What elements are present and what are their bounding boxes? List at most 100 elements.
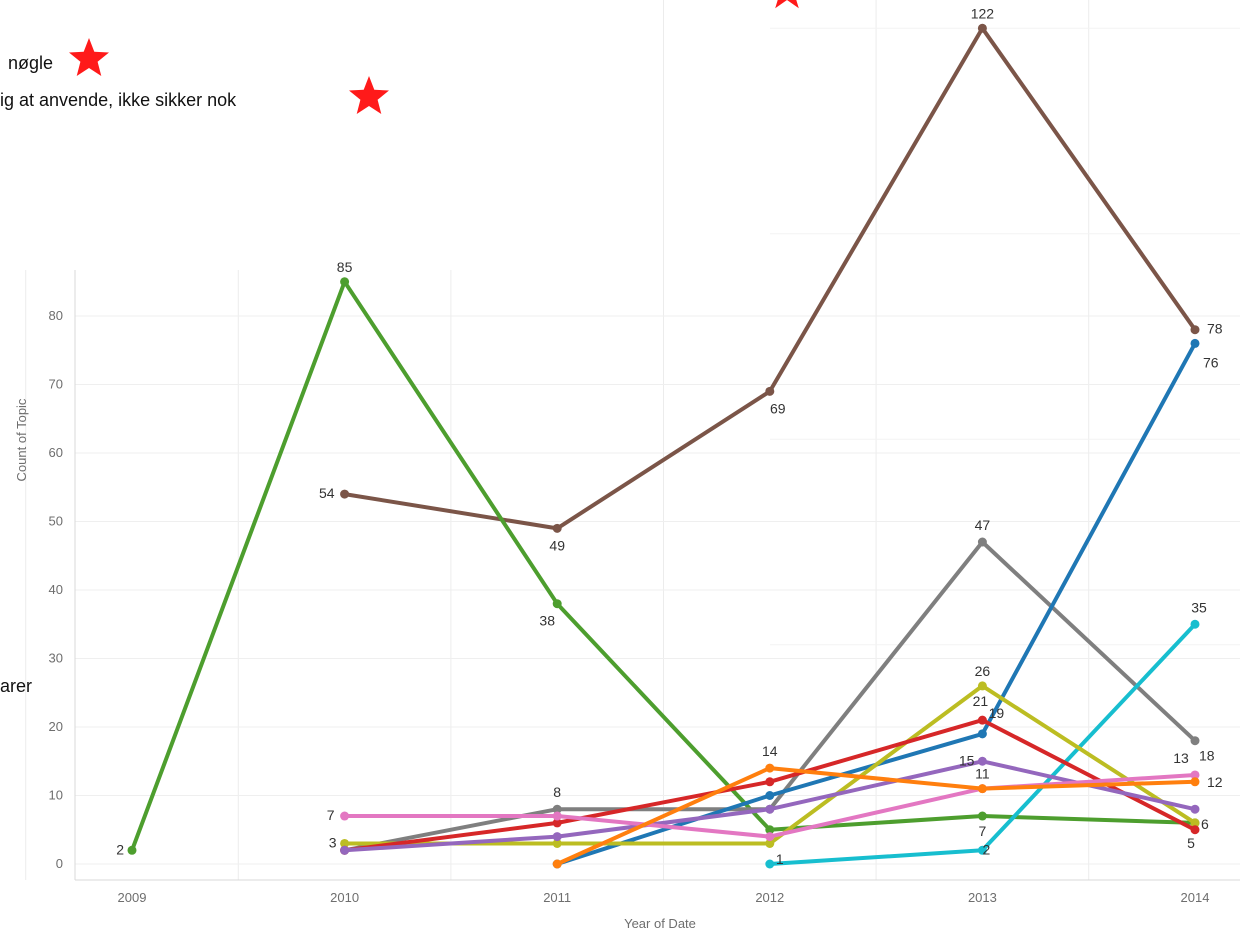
data-point xyxy=(977,811,987,821)
data-point xyxy=(765,763,775,773)
data-label: 13 xyxy=(1173,750,1189,766)
data-point xyxy=(340,838,350,848)
series-line xyxy=(342,540,1197,853)
data-label: 18 xyxy=(1199,748,1215,764)
data-point xyxy=(1190,619,1200,629)
data-point xyxy=(552,811,562,821)
data-label: 8 xyxy=(553,784,561,800)
data-point xyxy=(552,832,562,842)
star-icon xyxy=(349,76,389,114)
x-tick-label: 2011 xyxy=(543,890,571,905)
data-point xyxy=(765,838,775,848)
data-point xyxy=(552,804,562,814)
series-group xyxy=(127,23,1200,869)
y-tick-label: 80 xyxy=(49,308,63,323)
data-point xyxy=(552,599,562,609)
data-label: 15 xyxy=(959,752,975,768)
x-tick-label: 2012 xyxy=(755,890,784,905)
data-label: 2 xyxy=(983,841,991,857)
data-point xyxy=(1190,777,1200,787)
data-point xyxy=(765,832,775,842)
data-label: 7 xyxy=(979,823,987,839)
annotation-text: arer xyxy=(0,676,32,696)
data-label: 19 xyxy=(989,705,1005,721)
data-point xyxy=(977,729,987,739)
annotations: nøgle ig at anvende, ikke sikker nok arer xyxy=(0,0,799,696)
y-tick-label: 0 xyxy=(56,856,63,871)
axes: 0 10 20 30 40 50 60 70 80 2009 2010 2011 2012 2013 201… xyxy=(14,270,1240,931)
data-point xyxy=(1190,825,1200,835)
data-label: 1 xyxy=(776,851,784,867)
data-label: 11 xyxy=(975,766,990,782)
y-tick-label: 60 xyxy=(49,445,63,460)
y-tick-label: 20 xyxy=(49,719,63,734)
data-label: 7 xyxy=(327,807,335,823)
annotation-text: ig at anvende, ikke sikker nok xyxy=(0,90,237,110)
data-label: 5 xyxy=(1187,835,1195,851)
y-tick-label: 10 xyxy=(49,788,63,803)
data-label: 47 xyxy=(975,517,991,533)
data-label: 3 xyxy=(329,834,337,850)
data-point xyxy=(1190,325,1200,335)
data-point xyxy=(1190,770,1200,780)
data-label: 76 xyxy=(1203,354,1219,370)
data-point xyxy=(1190,736,1200,746)
star-icon xyxy=(775,0,799,9)
data-point xyxy=(552,523,562,533)
x-axis-title: Year of Date xyxy=(624,916,696,931)
data-point xyxy=(977,845,987,855)
data-label: 2 xyxy=(116,841,124,857)
series-line xyxy=(130,279,1197,853)
data-point xyxy=(552,859,562,869)
data-point xyxy=(1190,804,1200,814)
data-point xyxy=(552,838,562,848)
data-point xyxy=(977,756,987,766)
data-point xyxy=(765,791,775,800)
data-point xyxy=(552,818,562,828)
data-label: 122 xyxy=(971,5,995,21)
y-tick-label: 70 xyxy=(49,377,63,392)
data-point xyxy=(977,537,987,547)
data-point xyxy=(765,386,775,396)
data-point xyxy=(340,489,350,499)
data-label: 49 xyxy=(549,537,565,553)
data-point xyxy=(977,715,987,725)
data-point xyxy=(765,804,775,814)
data-point xyxy=(340,811,350,821)
y-tick-label: 30 xyxy=(49,651,63,666)
series-line xyxy=(555,766,1197,866)
x-tick-label: 2014 xyxy=(1181,890,1210,905)
data-point xyxy=(340,845,350,855)
data-label: 35 xyxy=(1191,599,1207,615)
x-tick-label: 2013 xyxy=(968,890,997,905)
data-label: 38 xyxy=(539,613,555,629)
data-label: 6 xyxy=(1201,816,1209,832)
data-point xyxy=(340,277,350,287)
data-point xyxy=(1190,338,1200,348)
x-tick-label: 2010 xyxy=(330,890,359,905)
data-point xyxy=(977,23,987,33)
annotation-text: nøgle xyxy=(8,53,53,73)
data-point xyxy=(765,777,775,787)
data-label: 21 xyxy=(973,693,989,709)
data-label: 54 xyxy=(319,485,335,501)
y-axis-title: Count of Topic xyxy=(14,398,29,481)
data-label: 12 xyxy=(1207,774,1223,790)
x-tick-label: 2009 xyxy=(118,890,147,905)
data-point xyxy=(977,784,987,794)
data-point xyxy=(977,681,987,691)
data-point xyxy=(765,859,775,869)
star-icon xyxy=(69,38,109,76)
data-label: 69 xyxy=(770,400,786,416)
y-tick-label: 40 xyxy=(49,582,63,597)
data-point xyxy=(1190,818,1200,828)
data-label: 26 xyxy=(975,663,991,679)
y-tick-label: 50 xyxy=(49,514,63,529)
gridlines xyxy=(25,0,1240,880)
data-point xyxy=(765,825,775,835)
data-point xyxy=(127,845,137,855)
data-label: 85 xyxy=(337,259,353,275)
data-label: 14 xyxy=(762,743,778,759)
